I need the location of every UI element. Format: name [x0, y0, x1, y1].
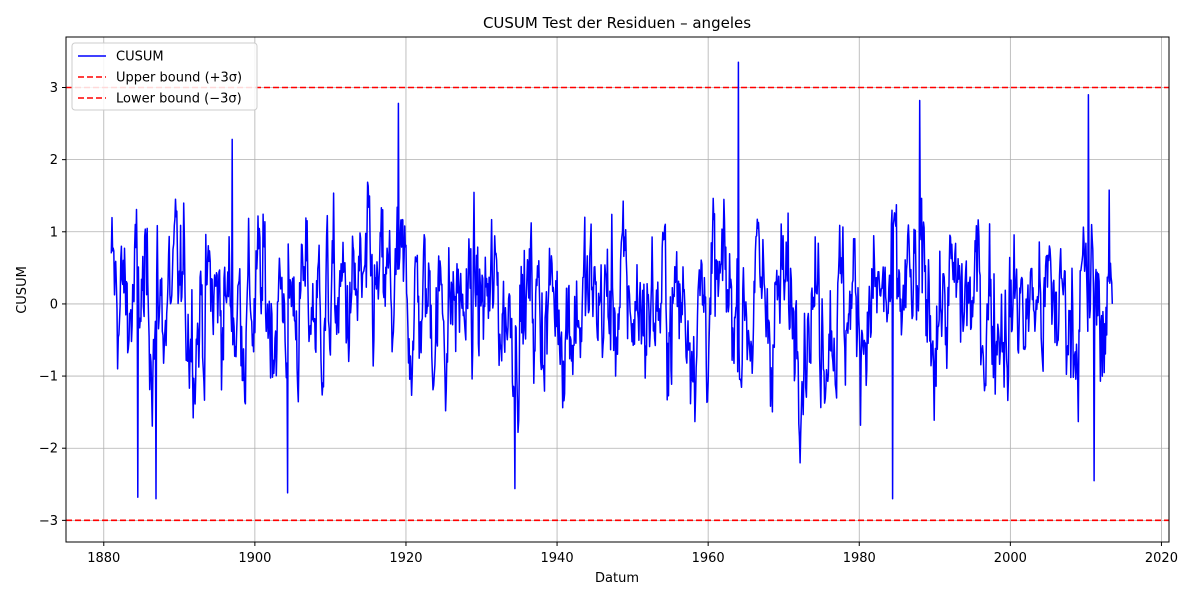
y-tick-label: 2: [50, 153, 58, 168]
x-tick-label: 2020: [1145, 551, 1178, 566]
legend-label: Upper bound (+3σ): [116, 71, 242, 86]
x-tick-label: 1920: [389, 551, 422, 566]
y-tick-label: −3: [39, 514, 58, 529]
legend-label: CUSUM: [116, 50, 164, 65]
x-tick-label: 1980: [843, 551, 876, 566]
x-tick-label: 1900: [238, 551, 271, 566]
x-tick-label: 1940: [541, 551, 574, 566]
y-tick-label: 3: [50, 81, 58, 96]
x-tick-label: 2000: [994, 551, 1027, 566]
legend-box: [71, 42, 258, 111]
y-axis-title: CUSUM: [15, 266, 30, 314]
legend-label: Lower bound (−3σ): [116, 92, 242, 107]
y-tick-label: 0: [50, 297, 58, 312]
y-tick-label: −1: [39, 370, 58, 385]
cusum-series-line: [110, 61, 1114, 500]
plot-frame: [65, 36, 1170, 543]
y-tick-label: 1: [50, 225, 58, 240]
x-tick-label: 1960: [692, 551, 725, 566]
series-layer: [110, 61, 1114, 500]
y-tick-label: −2: [39, 442, 58, 457]
y-axis-ticks: −3 −2 −1 0 1 2 3: [39, 81, 66, 529]
chart-title: CUSUM Test der Residuen – angeles: [483, 14, 751, 32]
x-axis-ticks: 1880 1900 1920 1940 1960 1980 2000 2020: [87, 542, 1178, 566]
x-axis-title: Datum: [595, 571, 639, 586]
legend: CUSUM Upper bound (+3σ) Lower bound (−3σ): [71, 42, 258, 111]
x-tick-label: 1880: [87, 551, 120, 566]
